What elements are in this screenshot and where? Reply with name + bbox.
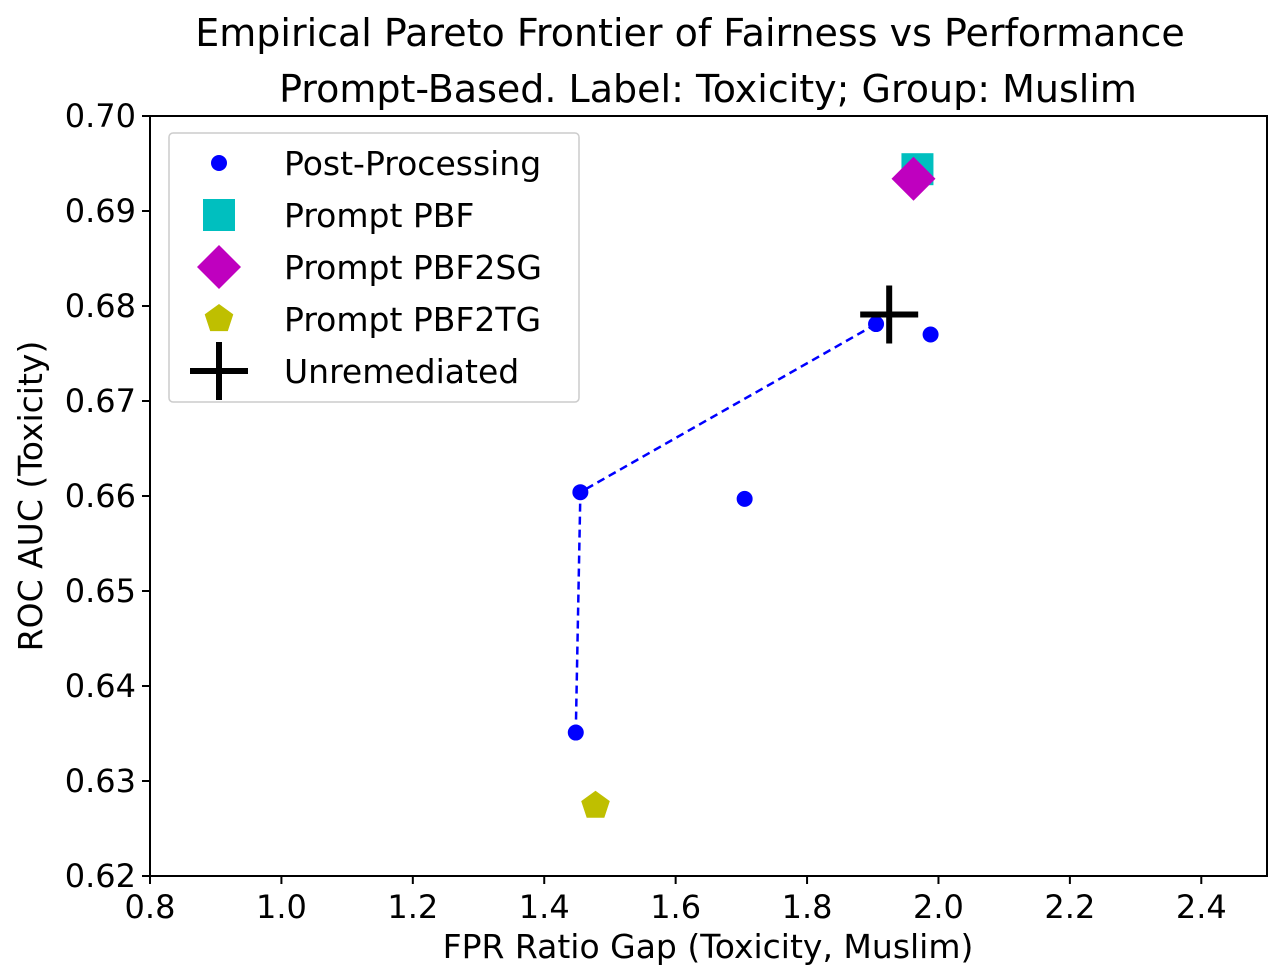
point-post-processing (868, 316, 885, 333)
y-axis: 0.62 0.63 0.64 0.65 0.66 0.67 0.68 0.69 0.70 (65, 97, 150, 895)
legend: Post-Processing Prompt PBF Prompt PBF2SG Pr… (168, 132, 580, 403)
y-tick-label: 0.63 (65, 762, 136, 800)
pareto-frontier-line (574, 322, 877, 733)
y-tick-label: 0.67 (65, 382, 136, 420)
legend-label-prompt-pbf2tg: Prompt PBF2TG (284, 300, 541, 339)
x-tick-label: 1.4 (519, 888, 570, 926)
x-tick-label: 1.2 (387, 888, 438, 926)
x-tick-label: 2.4 (1176, 888, 1227, 926)
legend-label-prompt-pbf: Prompt PBF (284, 196, 474, 235)
point-post-processing (922, 326, 939, 343)
x-tick-label: 1.6 (650, 888, 701, 926)
x-tick-label: 0.8 (125, 888, 176, 926)
y-tick-label: 0.68 (65, 287, 136, 325)
legend-frame (168, 132, 580, 403)
point-post-processing (567, 724, 584, 741)
point-prompt-pbf2sg (891, 156, 936, 201)
x-tick-label: 1.8 (782, 888, 833, 926)
legend-label-prompt-pbf2sg: Prompt PBF2SG (284, 248, 542, 287)
y-tick-label: 0.65 (65, 572, 136, 610)
legend-marker-post-processing (211, 155, 227, 171)
legend-marker-unremediated (190, 342, 248, 400)
point-prompt-pbf2tg (581, 790, 610, 818)
legend-label-unremediated: Unremediated (284, 352, 519, 391)
y-tick-label: 0.69 (65, 192, 136, 230)
x-tick-label: 2.0 (913, 888, 964, 926)
y-tick-label: 0.64 (65, 667, 136, 705)
chart-title: Empirical Pareto Frontier of Fairness vs… (195, 11, 1185, 55)
chart-subtitle: Prompt-Based. Label: Toxicity; Group: Mu… (279, 67, 1137, 111)
legend-label-post-processing: Post-Processing (284, 144, 541, 183)
x-axis: 0.8 1.0 1.2 1.4 1.6 1.8 2.0 2.2 2.4 (125, 876, 1227, 926)
point-unremediated (860, 285, 919, 344)
y-tick-label: 0.66 (65, 477, 136, 515)
legend-marker-prompt-pbf (203, 199, 235, 231)
y-tick-label: 0.70 (65, 97, 136, 135)
x-tick-label: 1.0 (256, 888, 307, 926)
x-axis-label: FPR Ratio Gap (Toxicity, Muslim) (443, 927, 974, 966)
y-tick-label: 0.62 (65, 857, 136, 895)
legend-marker-prompt-pbf2sg (197, 245, 241, 289)
plot-area (567, 153, 939, 818)
point-post-processing (736, 490, 753, 507)
y-axis-label: ROC AUC (Toxicity) (11, 341, 50, 652)
x-tick-label: 2.2 (1044, 888, 1095, 926)
point-post-processing (572, 484, 589, 501)
legend-marker-prompt-pbf2tg (204, 304, 234, 332)
